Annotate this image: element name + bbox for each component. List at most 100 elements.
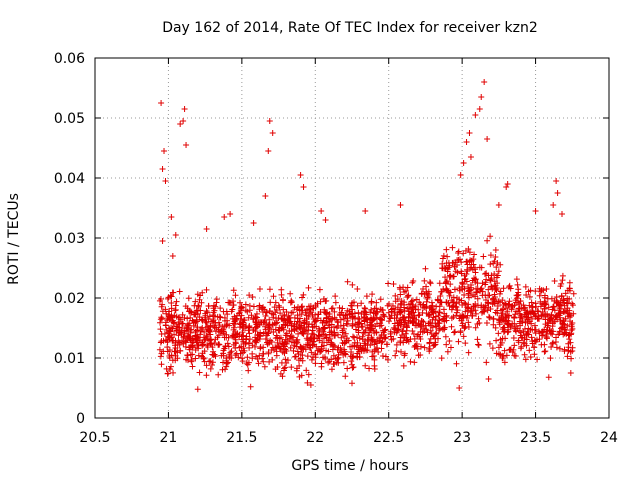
data-point xyxy=(295,330,302,337)
data-point xyxy=(514,281,521,288)
data-point xyxy=(500,317,507,324)
data-point xyxy=(446,338,453,345)
data-point xyxy=(486,313,493,320)
data-point xyxy=(529,308,536,315)
data-point xyxy=(269,130,276,136)
data-point xyxy=(158,338,165,345)
data-point xyxy=(321,325,328,332)
data-point xyxy=(169,253,176,259)
data-point xyxy=(443,341,450,348)
data-point xyxy=(472,276,479,283)
data-point xyxy=(544,310,551,317)
data-point xyxy=(223,363,230,370)
data-point xyxy=(320,342,327,349)
data-point xyxy=(413,341,420,348)
data-point xyxy=(437,293,444,300)
data-point xyxy=(258,305,265,312)
data-point xyxy=(288,320,295,327)
data-point xyxy=(459,301,466,308)
data-point xyxy=(487,252,494,259)
data-point xyxy=(358,310,365,317)
data-point xyxy=(308,349,315,356)
data-point xyxy=(176,288,183,295)
data-point xyxy=(197,327,204,334)
data-point xyxy=(208,340,215,347)
data-point xyxy=(558,280,565,287)
data-point xyxy=(451,263,458,270)
data-point xyxy=(223,322,230,329)
data-point xyxy=(547,330,554,337)
data-point xyxy=(368,298,375,305)
data-point xyxy=(340,359,347,366)
data-point xyxy=(259,355,266,362)
data-point xyxy=(495,350,502,357)
data-point xyxy=(340,351,347,358)
data-point xyxy=(192,328,199,335)
data-point xyxy=(377,296,384,303)
data-point xyxy=(478,264,485,271)
data-point xyxy=(215,371,222,378)
data-point xyxy=(400,339,407,346)
x-tick-label: 24 xyxy=(600,430,618,446)
data-point xyxy=(325,313,332,320)
data-point xyxy=(447,289,454,296)
data-point xyxy=(527,287,534,294)
data-point xyxy=(355,309,362,316)
data-point xyxy=(500,301,507,308)
data-point xyxy=(244,361,251,368)
data-point xyxy=(478,285,485,292)
data-point xyxy=(243,360,250,367)
data-point xyxy=(370,353,377,360)
data-point xyxy=(347,343,354,350)
data-point xyxy=(230,326,237,333)
data-point xyxy=(204,309,211,316)
data-point xyxy=(344,315,351,322)
data-point xyxy=(406,311,413,318)
data-point xyxy=(276,324,283,331)
data-point xyxy=(372,346,379,353)
data-point xyxy=(529,340,536,347)
data-point xyxy=(509,320,516,327)
data-point xyxy=(472,324,479,331)
data-point xyxy=(546,316,553,323)
data-point xyxy=(535,328,542,335)
data-point xyxy=(246,339,253,346)
data-point xyxy=(413,316,420,323)
data-point xyxy=(349,353,356,360)
data-point xyxy=(564,295,571,302)
data-point xyxy=(517,314,524,321)
data-point xyxy=(340,312,347,319)
data-point xyxy=(326,310,333,317)
data-point xyxy=(384,302,391,309)
data-point xyxy=(511,314,518,321)
data-point xyxy=(189,363,196,370)
data-point xyxy=(197,292,204,299)
data-point xyxy=(174,327,181,334)
data-point xyxy=(279,316,286,323)
data-point xyxy=(432,316,439,323)
data-point xyxy=(450,299,457,306)
data-point xyxy=(195,303,202,310)
data-point xyxy=(515,286,522,293)
data-point xyxy=(274,339,281,346)
data-point xyxy=(450,259,457,266)
data-point xyxy=(157,319,164,326)
data-point xyxy=(398,332,405,339)
data-point xyxy=(413,322,420,329)
data-point xyxy=(444,287,451,294)
data-point xyxy=(461,292,468,299)
data-point xyxy=(454,269,461,276)
data-point xyxy=(462,247,469,254)
data-point xyxy=(192,298,199,305)
data-point xyxy=(281,311,288,318)
data-point xyxy=(455,248,462,255)
data-point xyxy=(161,148,168,154)
data-point xyxy=(169,318,176,325)
data-point xyxy=(553,178,560,184)
data-point xyxy=(299,303,306,310)
data-point xyxy=(266,308,273,315)
data-point xyxy=(345,337,352,344)
x-axis-label: GPS time / hours xyxy=(291,458,408,474)
data-point xyxy=(447,272,454,279)
data-point xyxy=(315,311,322,318)
